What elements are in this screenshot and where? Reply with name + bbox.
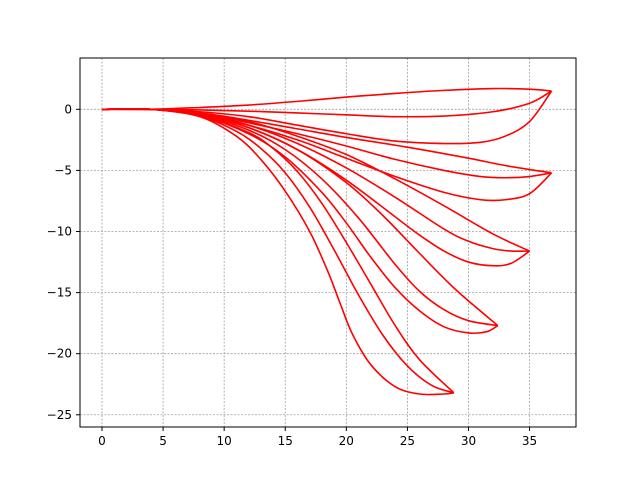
x-tick-label: 25: [400, 434, 415, 448]
series-line-7: [101, 108, 530, 252]
series-line-8: [101, 108, 530, 253]
x-tick-label: 35: [522, 434, 537, 448]
x-tick-label: 15: [278, 434, 293, 448]
series-line-13: [101, 108, 455, 394]
series-line-12: [101, 108, 499, 335]
axes: [79, 57, 577, 428]
y-tick-label: −15: [47, 286, 72, 300]
series-group: [101, 87, 553, 396]
x-tick-label: 0: [98, 434, 106, 448]
y-tick-label: −25: [47, 408, 72, 422]
x-tick-label: 5: [159, 434, 167, 448]
y-axis-ticks: 0 −5 −10 −15 −20 −25: [47, 102, 80, 422]
series-line-3: [101, 90, 553, 145]
series-line-2: [101, 90, 552, 118]
series-line-15: [101, 107, 454, 396]
x-axis-ticks: 0 5 10 15 20 25 30 35: [98, 427, 537, 448]
y-tick-label: 0: [64, 102, 72, 116]
x-tick-label: 20: [339, 434, 354, 448]
x-tick-label: 30: [461, 434, 476, 448]
x-tick-label: 10: [217, 434, 232, 448]
y-tick-label: −10: [47, 225, 72, 239]
y-tick-label: −5: [54, 163, 72, 177]
series-line-1: [101, 87, 552, 111]
plot-frame: [79, 57, 577, 428]
series-line-6: [101, 108, 553, 202]
y-tick-label: −20: [47, 347, 72, 361]
